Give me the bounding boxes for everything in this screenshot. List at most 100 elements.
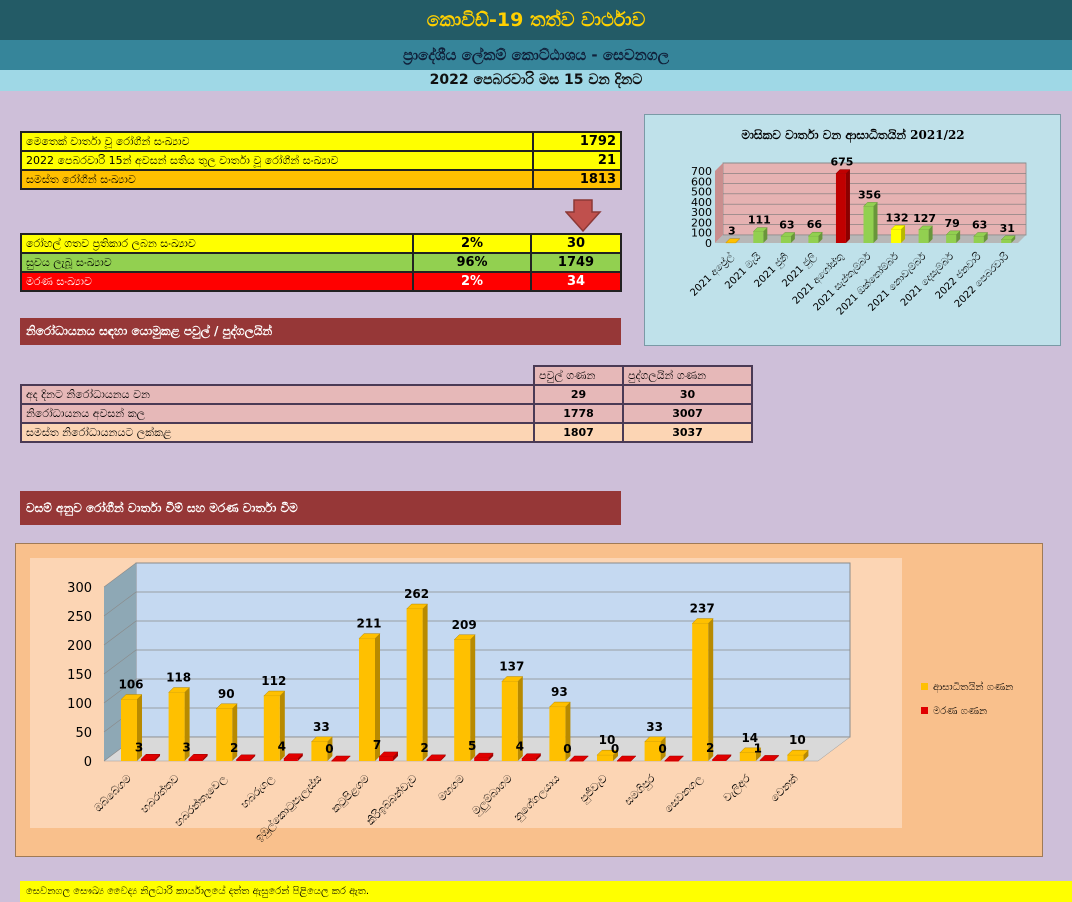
data-label-deaths: 1 bbox=[754, 741, 762, 755]
bar-top bbox=[835, 169, 851, 174]
bar-front bbox=[359, 638, 375, 761]
bar-front bbox=[263, 696, 280, 761]
bar-front bbox=[712, 759, 727, 761]
status-percent: 96% bbox=[412, 252, 532, 273]
bar-side bbox=[901, 225, 906, 243]
bar-side bbox=[983, 232, 988, 243]
bar-deaths bbox=[378, 751, 399, 761]
bar-front bbox=[617, 761, 631, 762]
y-tick-label: 0 bbox=[705, 237, 712, 250]
bar-front bbox=[141, 759, 155, 761]
bar-side bbox=[565, 702, 571, 761]
bar-cases bbox=[167, 687, 191, 761]
data-label-deaths: 4 bbox=[516, 740, 524, 754]
bar-front bbox=[454, 639, 471, 761]
bar-side bbox=[790, 232, 795, 243]
bar-front bbox=[426, 759, 441, 761]
bar-top bbox=[473, 752, 494, 759]
bar-front bbox=[759, 760, 774, 761]
data-label-deaths: 4 bbox=[278, 740, 286, 754]
bar-front bbox=[753, 231, 764, 243]
bar-front bbox=[379, 756, 393, 761]
table-row: සමස්ත නිරෝධායනයට ලක්කළ 1807 3037 bbox=[20, 422, 753, 443]
bar-top bbox=[890, 225, 906, 230]
bar-cases bbox=[453, 634, 476, 761]
y-tick-label: 200 bbox=[691, 216, 712, 229]
bar bbox=[807, 231, 824, 243]
y-tick-label: 50 bbox=[75, 726, 92, 741]
bar-side bbox=[488, 753, 494, 761]
bar-side bbox=[613, 750, 618, 761]
bar-top bbox=[310, 736, 334, 743]
bar-cases bbox=[263, 690, 286, 761]
data-label-cases: 93 bbox=[551, 685, 568, 699]
bar-front bbox=[331, 761, 346, 762]
data-label-deaths: 0 bbox=[325, 742, 333, 756]
persons-value: 3007 bbox=[622, 403, 753, 424]
bar-front bbox=[787, 755, 804, 761]
bar-top bbox=[358, 633, 381, 639]
bar-front bbox=[664, 761, 679, 762]
bar-side bbox=[327, 736, 333, 761]
bar-front bbox=[725, 242, 736, 244]
bar-front bbox=[780, 236, 791, 243]
gridline bbox=[103, 562, 137, 588]
chart-title: මාසිකව වාර්තා වන ආසාධිතයින් 2021/22 bbox=[741, 128, 964, 143]
bar-cases bbox=[358, 633, 381, 761]
data-label-cases: 209 bbox=[452, 618, 477, 632]
bar-deaths bbox=[663, 755, 685, 762]
table-row: අද දිනට නිරෝධායනය වන 29 30 bbox=[20, 384, 753, 405]
data-label: 63 bbox=[972, 219, 987, 232]
status-value: 30 bbox=[530, 233, 622, 254]
bar-front bbox=[549, 707, 566, 761]
bar bbox=[780, 232, 796, 243]
bar-front bbox=[168, 692, 185, 761]
quarantine-label: නිරෝධායනය අවසන් කල bbox=[20, 403, 535, 424]
bar-top bbox=[425, 754, 447, 761]
data-label-cases: 14 bbox=[741, 731, 758, 745]
bar-cases bbox=[786, 749, 810, 761]
bar-front bbox=[216, 708, 233, 761]
quarantine-table: පවුල් ගණන පුද්ගලයින් ගණන අද දිනට නිරෝධාය… bbox=[20, 365, 753, 443]
bar-top bbox=[917, 225, 934, 231]
source-note: සෙවනගල සෞඛ්‍ය වෛද්‍ය නිලධාරි කාර්යාලයේ ද… bbox=[20, 881, 1072, 902]
data-label-cases: 262 bbox=[404, 587, 429, 601]
bar-front bbox=[808, 236, 819, 243]
legend-label-cases: ආසාධිතයින් ගණන bbox=[933, 682, 1014, 693]
bar-deaths bbox=[235, 754, 256, 761]
data-label-cases: 90 bbox=[218, 687, 235, 701]
bar-side bbox=[470, 634, 476, 761]
bar-side bbox=[375, 633, 380, 761]
data-label-cases: 10 bbox=[599, 733, 616, 747]
data-label-cases: 237 bbox=[690, 602, 715, 616]
data-label-cases: 10 bbox=[789, 733, 806, 747]
bar-side bbox=[155, 754, 160, 761]
table-row: සමස්ත රෝගීන් සංඛ්‍යාව 1813 bbox=[20, 169, 622, 190]
data-label-deaths: 0 bbox=[611, 742, 619, 756]
persons-value: 3037 bbox=[622, 422, 753, 443]
bar-front bbox=[891, 229, 902, 243]
table-row: රෝහල් ගතව ප්‍රතිකාර ලබන සංඛ්‍යාව 2% 30 bbox=[20, 233, 622, 254]
y-tick-label: 500 bbox=[691, 186, 712, 199]
data-label-deaths: 3 bbox=[135, 740, 143, 754]
y-tick-label: 100 bbox=[67, 697, 92, 712]
status-label: සුවය ලැබූ සංඛ්‍යාව bbox=[20, 252, 414, 273]
bar-top bbox=[711, 754, 732, 761]
report-date: 2022 පෙබරවාරි මස 15 වන දිනට bbox=[0, 70, 1072, 91]
bar-side bbox=[440, 754, 446, 761]
bar-side bbox=[202, 754, 208, 761]
division-subtitle: ප්‍රාදේශීය ලේකම් කොට්ඨාශය - සෙවනගල bbox=[0, 40, 1072, 70]
data-label: 675 bbox=[830, 156, 853, 169]
bar-deaths bbox=[283, 753, 304, 761]
bar-side bbox=[845, 169, 850, 243]
data-label-deaths: 0 bbox=[658, 742, 666, 756]
village-heading: වසම් අනුව රෝගීන් වාර්තා වීම් සහ මරණ වාර්… bbox=[20, 491, 621, 525]
bar-cases bbox=[501, 676, 524, 761]
bar-side bbox=[708, 618, 714, 761]
bar-side bbox=[279, 691, 285, 761]
bar-front bbox=[1001, 239, 1012, 243]
bar-side bbox=[726, 754, 732, 761]
legend-label-deaths: මරණ ගණන bbox=[933, 706, 988, 717]
data-label-deaths: 5 bbox=[468, 739, 476, 753]
bar-side bbox=[535, 753, 541, 761]
